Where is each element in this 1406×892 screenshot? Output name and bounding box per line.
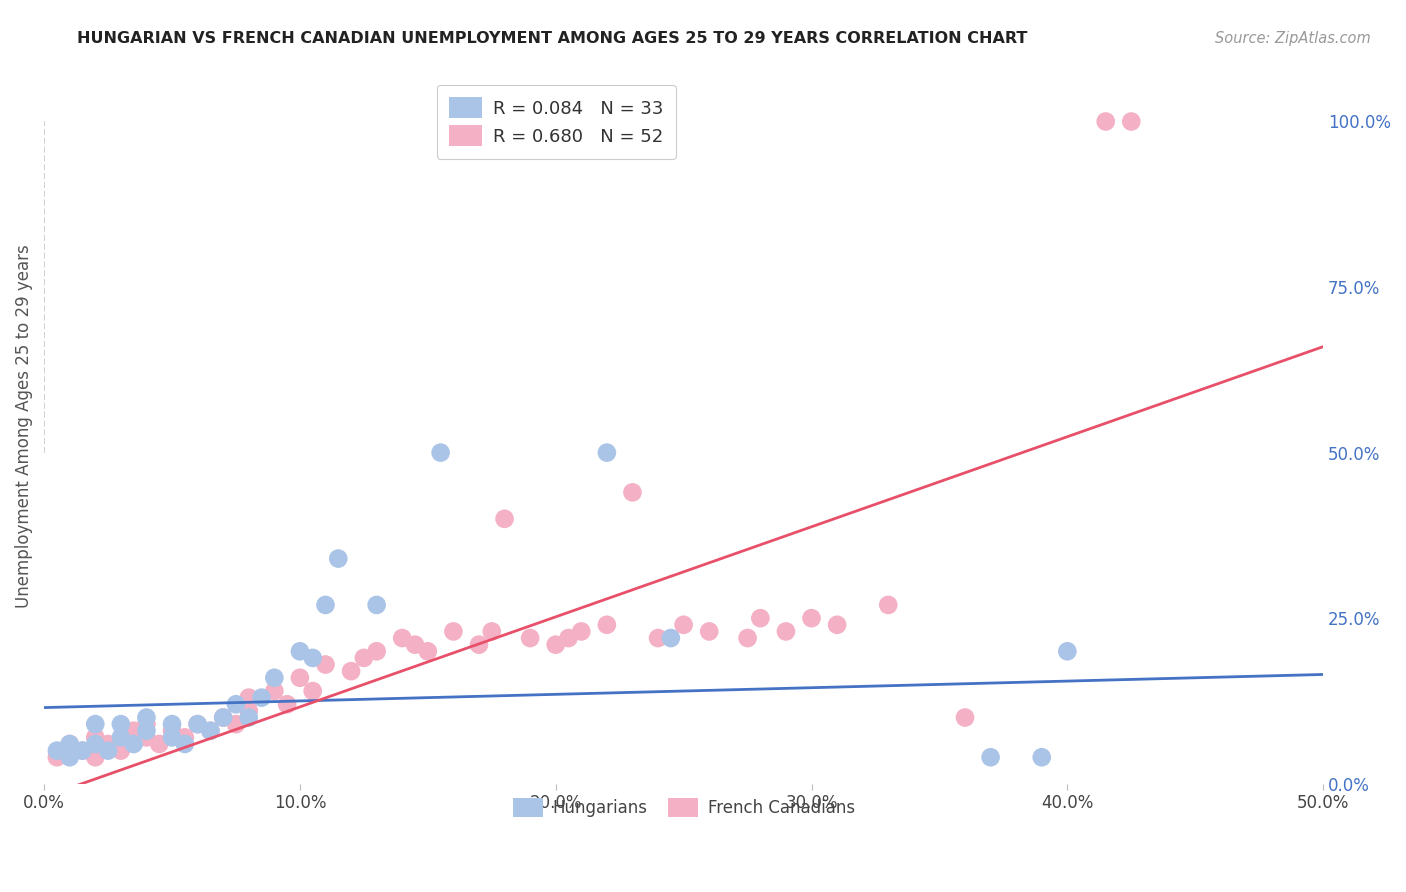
Point	[59, 737, 82, 751]
Point	[84, 717, 107, 731]
Point	[238, 710, 260, 724]
Point	[135, 717, 157, 731]
Point	[697, 624, 720, 639]
Text: HUNGARIAN VS FRENCH CANADIAN UNEMPLOYMENT AMONG AGES 25 TO 29 YEARS CORRELATION : HUNGARIAN VS FRENCH CANADIAN UNEMPLOYMEN…	[77, 31, 1028, 46]
Point	[544, 638, 567, 652]
Point	[160, 723, 183, 738]
Point	[494, 512, 516, 526]
Point	[1121, 114, 1143, 128]
Point	[135, 731, 157, 745]
Point	[160, 731, 183, 745]
Point	[429, 445, 451, 459]
Point	[160, 717, 183, 731]
Point	[250, 690, 273, 705]
Point	[173, 731, 195, 745]
Point	[288, 644, 311, 658]
Point	[775, 624, 797, 639]
Point	[187, 717, 209, 731]
Point	[953, 710, 976, 724]
Point	[84, 750, 107, 764]
Point	[519, 631, 541, 645]
Point	[135, 723, 157, 738]
Point	[569, 624, 592, 639]
Point	[366, 644, 388, 658]
Point	[200, 723, 222, 738]
Point	[416, 644, 439, 658]
Point	[353, 651, 375, 665]
Point	[110, 731, 132, 745]
Point	[122, 723, 145, 738]
Point	[481, 624, 503, 639]
Point	[557, 631, 579, 645]
Point	[301, 684, 323, 698]
Point	[238, 690, 260, 705]
Point	[1031, 750, 1053, 764]
Point	[288, 671, 311, 685]
Point	[596, 617, 619, 632]
Point	[84, 737, 107, 751]
Point	[825, 617, 848, 632]
Point	[45, 750, 67, 764]
Point	[366, 598, 388, 612]
Text: Source: ZipAtlas.com: Source: ZipAtlas.com	[1215, 31, 1371, 46]
Point	[276, 698, 298, 712]
Point	[135, 710, 157, 724]
Point	[225, 698, 247, 712]
Point	[800, 611, 823, 625]
Point	[621, 485, 644, 500]
Point	[980, 750, 1002, 764]
Point	[238, 704, 260, 718]
Point	[200, 723, 222, 738]
Point	[72, 744, 94, 758]
Point	[59, 737, 82, 751]
Point	[122, 737, 145, 751]
Point	[1056, 644, 1078, 658]
Point	[59, 750, 82, 764]
Point	[97, 737, 120, 751]
Point	[72, 744, 94, 758]
Point	[340, 664, 363, 678]
Y-axis label: Unemployment Among Ages 25 to 29 years: Unemployment Among Ages 25 to 29 years	[15, 244, 32, 608]
Point	[659, 631, 682, 645]
Point	[301, 651, 323, 665]
Legend: Hungarians, French Canadians: Hungarians, French Canadians	[505, 789, 863, 825]
Point	[110, 717, 132, 731]
Point	[441, 624, 464, 639]
Point	[212, 710, 235, 724]
Point	[263, 684, 285, 698]
Point	[110, 744, 132, 758]
Point	[263, 671, 285, 685]
Point	[647, 631, 669, 645]
Point	[468, 638, 491, 652]
Point	[84, 731, 107, 745]
Point	[148, 737, 170, 751]
Point	[225, 717, 247, 731]
Point	[173, 737, 195, 751]
Point	[315, 657, 337, 672]
Point	[596, 445, 619, 459]
Point	[212, 710, 235, 724]
Point	[877, 598, 900, 612]
Point	[749, 611, 772, 625]
Point	[404, 638, 426, 652]
Point	[672, 617, 695, 632]
Point	[391, 631, 413, 645]
Point	[187, 717, 209, 731]
Point	[45, 744, 67, 758]
Point	[1094, 114, 1116, 128]
Point	[737, 631, 759, 645]
Point	[315, 598, 337, 612]
Point	[328, 551, 350, 566]
Point	[97, 744, 120, 758]
